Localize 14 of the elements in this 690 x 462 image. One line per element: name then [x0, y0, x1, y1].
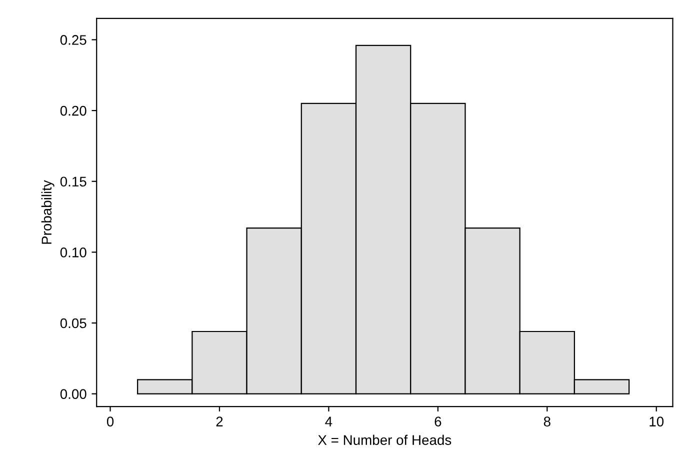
- x-tick-label: 8: [544, 416, 550, 426]
- y-axis-title: Probability: [41, 180, 54, 244]
- y-tick-label: 0.00: [60, 389, 86, 399]
- y-tick-label: 0.10: [60, 248, 86, 258]
- y-tick-label: 0.20: [60, 106, 86, 116]
- x-tick-label: 10: [650, 416, 664, 426]
- x-tick-label: 2: [216, 416, 223, 426]
- x-tick-label: 4: [325, 416, 332, 426]
- x-axis-title: X = Number of Heads: [318, 434, 452, 445]
- y-tick-label: 0.25: [60, 35, 86, 45]
- y-tick-label: 0.15: [60, 176, 86, 187]
- y-tick-label: 0.05: [60, 318, 86, 328]
- x-tick-label: 0: [106, 416, 114, 426]
- x-tick-label: 6: [434, 416, 442, 426]
